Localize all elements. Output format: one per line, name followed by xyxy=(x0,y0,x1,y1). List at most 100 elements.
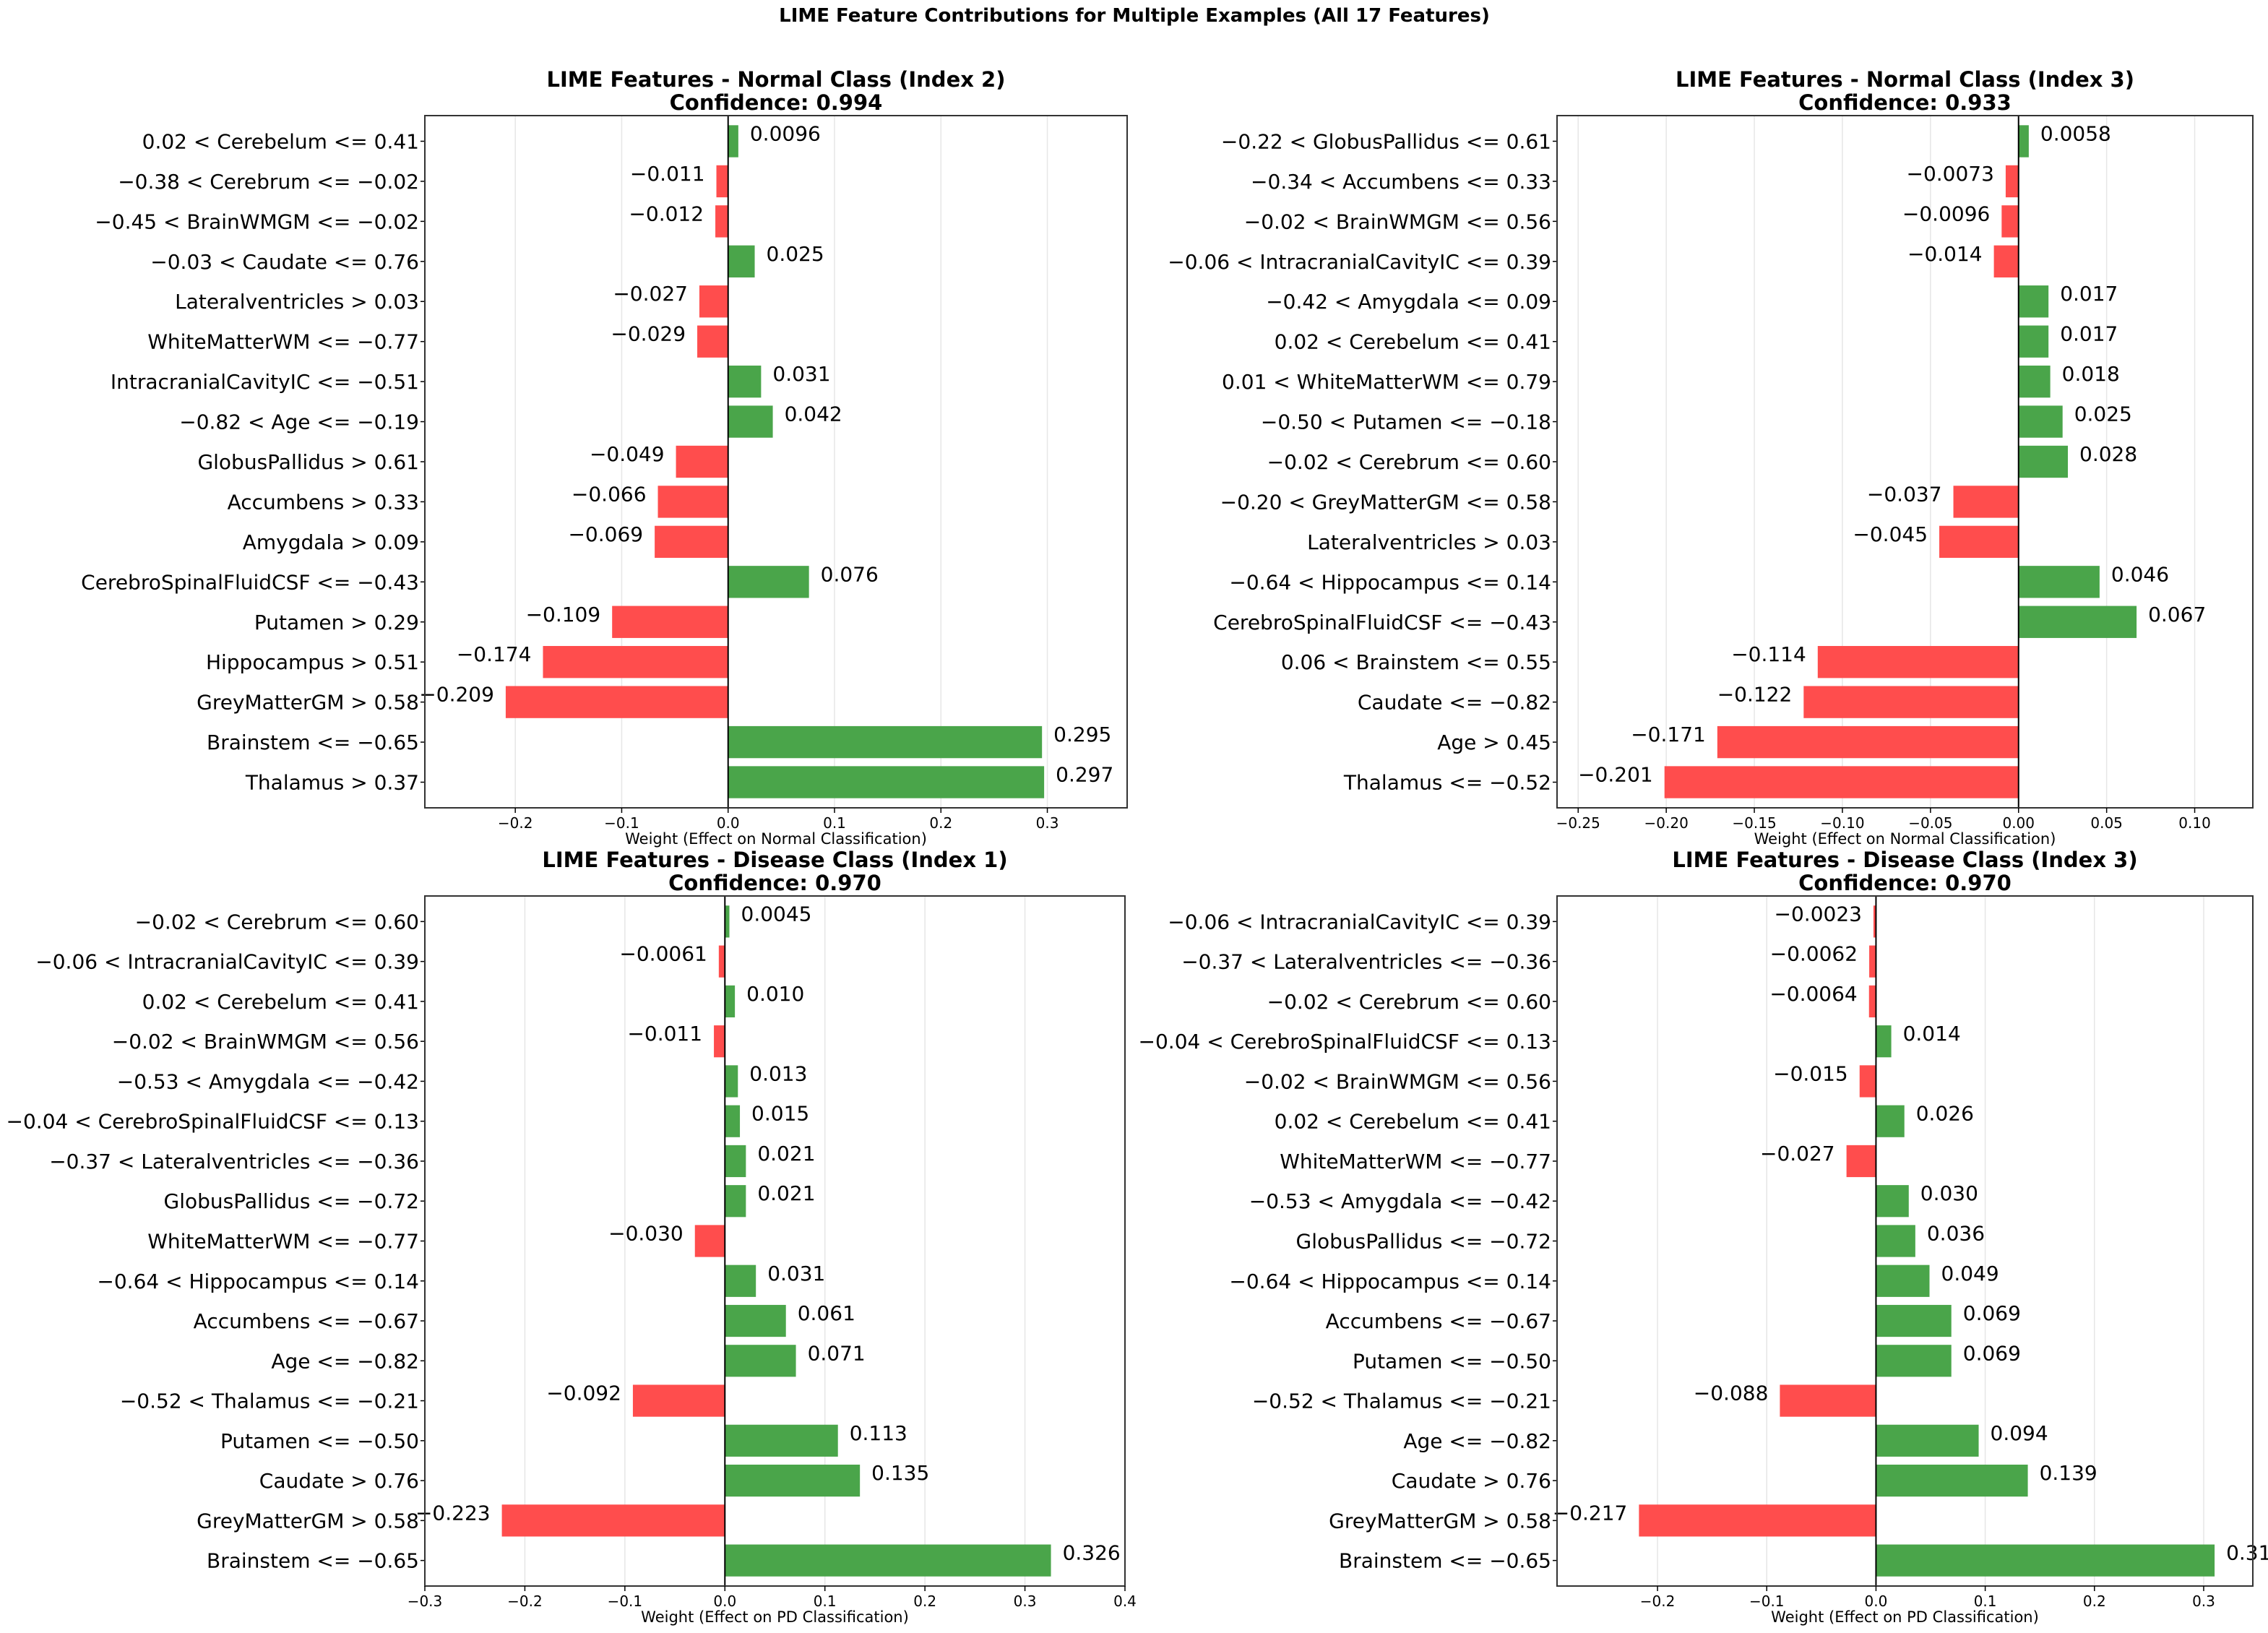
plot-frame xyxy=(424,895,1126,1587)
x-tick-label: −0.2 xyxy=(507,1593,543,1610)
x-tick-label: −0.25 xyxy=(1556,814,1600,832)
category-label: GreyMatterGM > 0.58 xyxy=(1329,1509,1551,1533)
x-tick-label: 0.1 xyxy=(814,1593,837,1610)
value-label: 0.017 xyxy=(2060,322,2118,346)
panel-title: LIME Features - Normal Class (Index 2) xyxy=(547,67,1006,92)
bar xyxy=(657,486,728,518)
panel-title: LIME Features - Normal Class (Index 3) xyxy=(1676,67,2134,92)
category-label: −0.02 < Cerebrum <= 0.60 xyxy=(1267,450,1551,474)
chart-panel-4: LIME Features - Disease Class (Index 3)C… xyxy=(1139,848,2268,1626)
category-label: Accumbens > 0.33 xyxy=(228,490,419,514)
category-label: −0.22 < GlobusPallidus <= 0.61 xyxy=(1221,129,1551,153)
category-label: −0.34 < Accumbens <= 0.33 xyxy=(1251,170,1551,194)
category-label: −0.37 < Lateralventricles <= −0.36 xyxy=(49,1150,419,1173)
value-label: 0.094 xyxy=(1991,1421,2048,1445)
bar xyxy=(1939,525,2019,559)
chart-panels: LIME Features - Normal Class (Index 2)Co… xyxy=(7,67,2268,1626)
category-label: Brainstem <= −0.65 xyxy=(207,731,419,754)
value-label: 0.071 xyxy=(808,1341,866,1365)
category-label: −0.06 < IntracranialCavityIC <= 0.39 xyxy=(1168,910,1551,934)
bar xyxy=(728,125,738,158)
category-label: Putamen <= −0.50 xyxy=(1353,1349,1551,1373)
category-label: −0.45 < BrainWMGM <= −0.02 xyxy=(95,210,419,233)
value-label: 0.113 xyxy=(850,1421,907,1445)
category-label: −0.38 < Cerebrum <= −0.02 xyxy=(118,170,419,194)
value-label: −0.045 xyxy=(1853,522,1928,546)
bar xyxy=(2018,285,2049,318)
category-label: GlobusPallidus <= −0.72 xyxy=(1296,1230,1551,1254)
value-label: 0.025 xyxy=(767,242,824,266)
value-label: −0.088 xyxy=(1694,1382,1769,1405)
value-label: −0.109 xyxy=(526,603,601,626)
bar xyxy=(728,405,773,438)
value-label: 0.0096 xyxy=(750,121,821,145)
category-label: Hippocampus > 0.51 xyxy=(206,650,419,674)
bar xyxy=(1664,766,2019,798)
value-label: 0.295 xyxy=(1053,723,1111,746)
bar xyxy=(725,905,730,938)
category-label: −0.20 < GreyMatterGM <= 0.58 xyxy=(1220,490,1551,514)
bar xyxy=(725,1065,738,1098)
bar xyxy=(725,1345,796,1377)
bar xyxy=(632,1384,725,1417)
category-label: Brainstem <= −0.65 xyxy=(207,1549,419,1573)
category-label: Lateralventricles > 0.03 xyxy=(175,290,419,314)
value-label: −0.223 xyxy=(415,1501,491,1525)
category-label: 0.01 < WhiteMatterWM <= 0.79 xyxy=(1222,370,1551,394)
bar xyxy=(1876,1304,1952,1337)
value-label: −0.0062 xyxy=(1770,942,1858,966)
category-label: Caudate > 0.76 xyxy=(259,1469,419,1493)
value-label: −0.217 xyxy=(1553,1501,1628,1525)
bar xyxy=(1876,1225,1915,1257)
plot-frame xyxy=(1556,115,2254,809)
value-label: −0.114 xyxy=(1731,642,1806,666)
bar xyxy=(2018,445,2069,478)
category-label: GlobusPallidus <= −0.72 xyxy=(164,1189,419,1213)
bar xyxy=(714,1025,725,1058)
bar xyxy=(1876,1424,1979,1457)
category-label: Lateralventricles > 0.03 xyxy=(1307,530,1551,554)
bar xyxy=(501,1504,725,1537)
bar xyxy=(728,245,755,277)
bar xyxy=(699,285,728,318)
category-label: Age > 0.45 xyxy=(1437,731,1551,754)
category-label: −0.53 < Amygdala <= −0.42 xyxy=(117,1069,419,1093)
value-label: 0.021 xyxy=(757,1142,815,1165)
x-tick-label: 0.3 xyxy=(2192,1593,2215,1610)
value-label: −0.171 xyxy=(1631,723,1706,746)
value-label: 0.018 xyxy=(2062,362,2120,386)
bar xyxy=(716,165,728,198)
value-label: 0.310 xyxy=(2226,1541,2268,1565)
category-label: −0.02 < BrainWMGM <= 0.56 xyxy=(1244,1069,1551,1093)
category-label: Caudate > 0.76 xyxy=(1392,1469,1551,1493)
bar xyxy=(1876,1185,1909,1218)
bar xyxy=(697,325,728,358)
category-label: Age <= −0.82 xyxy=(1403,1429,1551,1453)
bar xyxy=(725,1464,861,1497)
value-label: −0.030 xyxy=(608,1222,684,1246)
value-label: 0.031 xyxy=(767,1262,825,1285)
x-tick-label: 0.2 xyxy=(913,1593,936,1610)
category-label: 0.02 < Cerebelum <= 0.41 xyxy=(1275,1110,1551,1134)
x-tick-label: 0.2 xyxy=(2083,1593,2106,1610)
category-label: WhiteMatterWM <= −0.77 xyxy=(1280,1150,1551,1173)
bar xyxy=(728,365,762,398)
bar xyxy=(1817,646,2019,678)
category-label: Putamen > 0.29 xyxy=(254,611,419,634)
chart-panel-2: LIME Features - Normal Class (Index 3)Co… xyxy=(1168,67,2254,848)
value-label: 0.0045 xyxy=(741,902,812,926)
bar xyxy=(1846,1145,1876,1178)
bar xyxy=(725,1145,746,1178)
value-label: 0.326 xyxy=(1063,1541,1121,1565)
value-label: −0.011 xyxy=(630,162,705,186)
x-tick-label: 0.4 xyxy=(1113,1593,1137,1610)
bar xyxy=(694,1225,725,1257)
bar xyxy=(725,1544,1051,1577)
bar xyxy=(728,566,809,598)
x-tick-label: 0.1 xyxy=(1974,1593,1997,1610)
value-label: 0.297 xyxy=(1056,763,1113,787)
x-tick-label: 0.3 xyxy=(1014,1593,1037,1610)
x-axis-label: Weight (Effect on Normal Classification) xyxy=(1754,830,2056,848)
category-label: CerebroSpinalFluidCSF <= −0.43 xyxy=(1213,611,1551,634)
bar xyxy=(543,646,728,678)
